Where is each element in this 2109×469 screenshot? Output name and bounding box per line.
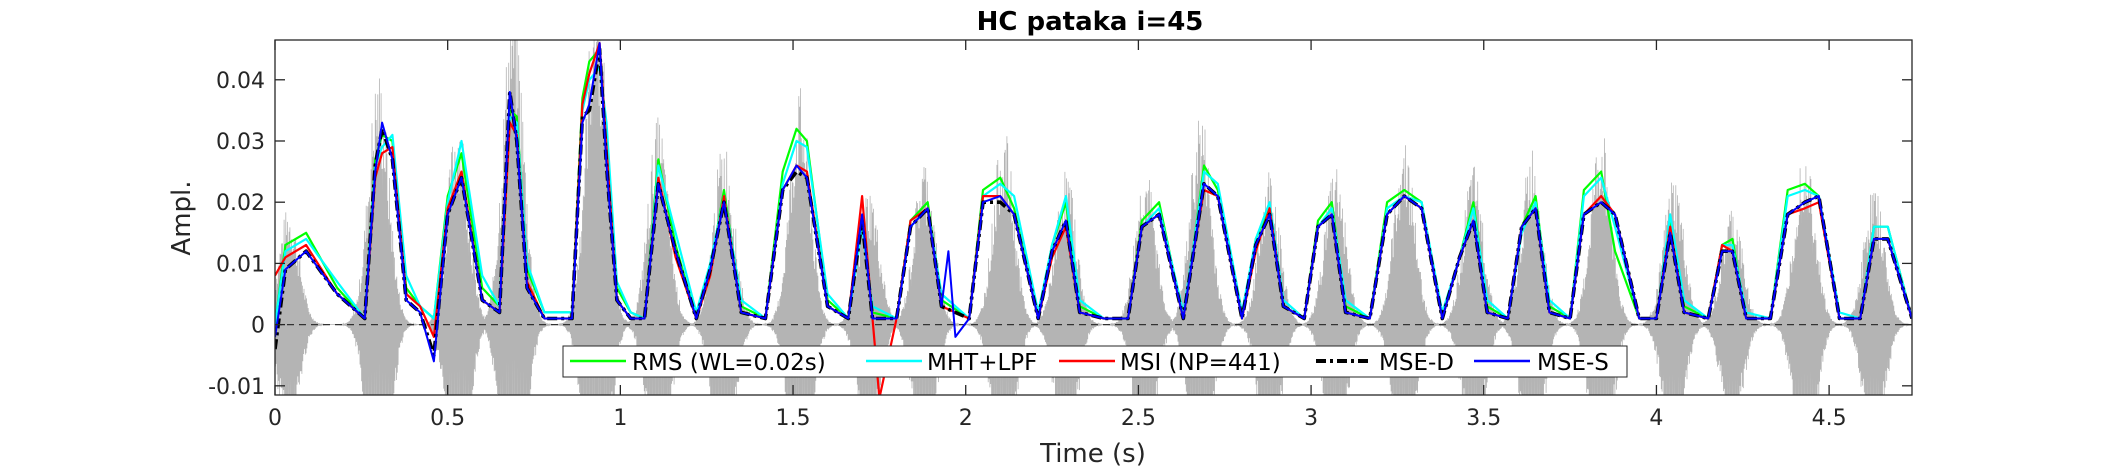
y-tick-label: -0.01 <box>208 375 265 400</box>
x-tick-label: 4.5 <box>1812 406 1847 431</box>
y-tick-label: 0 <box>251 314 265 339</box>
x-tick-label: 1.5 <box>776 406 811 431</box>
axes-box <box>274 39 1913 396</box>
x-tick-label: 2 <box>959 406 973 431</box>
x-tick-label: 0 <box>268 406 282 431</box>
waveform-layer <box>275 40 1912 395</box>
legend-label-mse-d: MSE-D <box>1379 350 1454 376</box>
plot-area: 0 0.5 1 1.5 2 2.5 3 3.5 4 4.5 -0.0100.010.020.030… <box>208 39 1913 431</box>
x-tick-label: 1 <box>613 406 627 431</box>
y-tick-label: 0.03 <box>216 130 265 155</box>
x-tick-label: 3.5 <box>1466 406 1501 431</box>
legend-label-msi: MSI (NP=441) <box>1120 350 1281 376</box>
y-axis: -0.01 0 0.01 0.02 0.03 0.04 <box>208 69 1912 400</box>
y-tick-label: 0.01 <box>216 252 265 277</box>
legend-label-rms: RMS (WL=0.02s) <box>632 350 826 376</box>
legend-label-mse-s: MSE-S <box>1537 350 1609 376</box>
legend: RMS (WL=0.02s) MHT+LPF MSI (NP=441) MSE-… <box>562 345 1628 378</box>
x-tick-label: 2.5 <box>1121 406 1156 431</box>
y-tick-label: 0.04 <box>216 69 265 94</box>
series-line-mse-s <box>275 42 1912 363</box>
series-line-mht-lpf <box>275 66 1912 325</box>
y-axis-label: Ampl. <box>167 180 197 255</box>
x-tick-label: 4 <box>1649 406 1663 431</box>
x-axis: 0 0.5 1 1.5 2 2.5 3 3.5 4 4.5 <box>268 40 1847 431</box>
legend-label-mht-lpf: MHT+LPF <box>927 350 1037 376</box>
series-layer <box>275 42 1912 395</box>
x-tick-label: 0.5 <box>430 406 465 431</box>
x-axis-label: Time (s) <box>1039 439 1146 469</box>
chart-title: HC pataka i=45 <box>977 7 1204 37</box>
x-tick-label: 3 <box>1304 406 1318 431</box>
y-tick-label: 0.02 <box>216 191 265 216</box>
raw-waveform <box>275 40 1912 395</box>
